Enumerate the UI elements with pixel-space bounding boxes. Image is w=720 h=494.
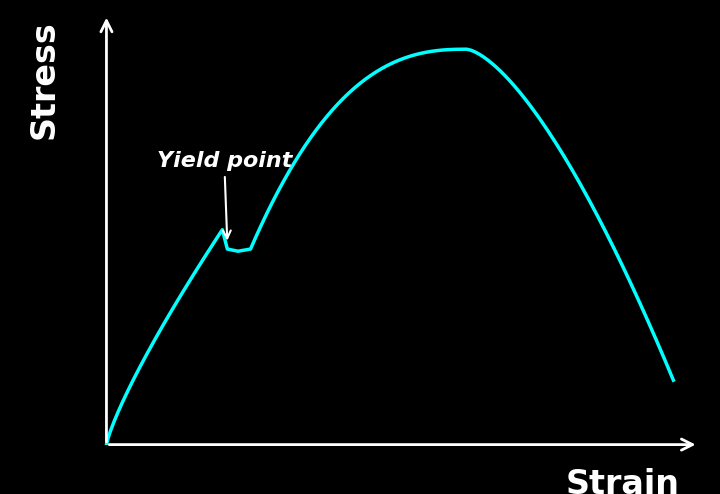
Text: Strain: Strain — [566, 468, 680, 494]
Text: Yield point: Yield point — [156, 151, 292, 239]
Text: Stress: Stress — [27, 20, 60, 139]
